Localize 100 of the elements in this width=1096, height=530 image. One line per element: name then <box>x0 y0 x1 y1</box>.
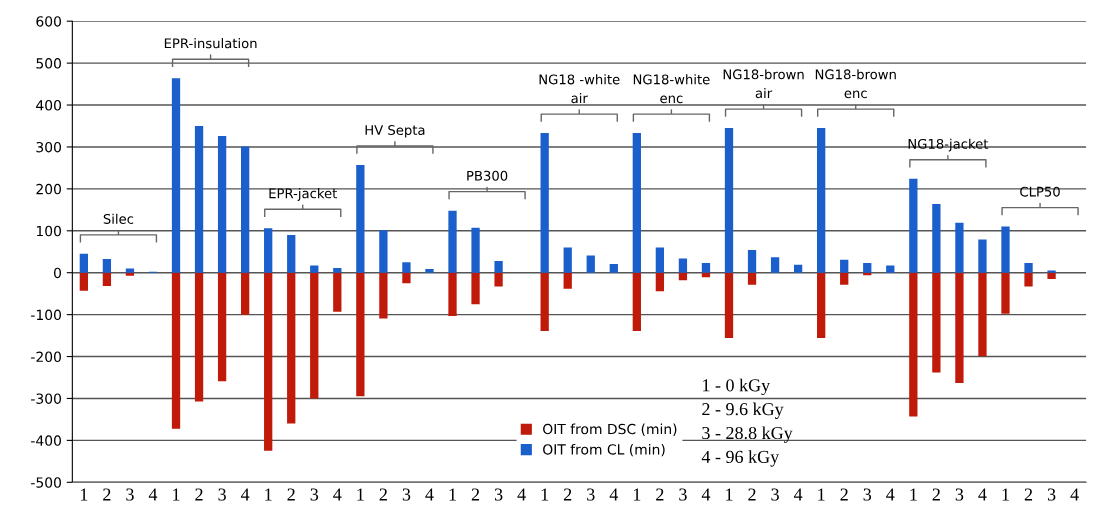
bar <box>863 263 872 273</box>
bar <box>102 272 112 287</box>
bar <box>563 272 572 289</box>
y-tick-label: 0 <box>54 267 61 279</box>
bar <box>241 272 250 315</box>
bar <box>793 264 803 273</box>
bar <box>909 178 918 273</box>
annotation: HV Septa <box>365 125 425 138</box>
y-tick-label: -500 <box>31 477 61 488</box>
bar <box>171 78 181 273</box>
x-tick-label: 2 <box>471 488 480 501</box>
bar <box>171 272 181 429</box>
annotation: NG18-brown enc <box>815 69 896 99</box>
x-tick-label: 3 <box>863 488 872 501</box>
bar <box>701 263 711 273</box>
y-tick-label: -200 <box>31 351 61 363</box>
x-tick-label: 1 <box>910 488 917 501</box>
bar <box>955 272 964 383</box>
bar <box>1024 263 1033 273</box>
annotation: EPR-jacket <box>269 188 338 201</box>
bar <box>471 272 480 305</box>
x-tick-label: 1 <box>818 488 825 501</box>
x-tick-label: 1 <box>726 488 733 501</box>
bar <box>217 272 227 382</box>
bar <box>310 265 319 273</box>
x-tick-label: 3 <box>587 488 595 501</box>
annotation: NG18-brown air <box>723 69 804 99</box>
annotation: NG18 -white air <box>539 74 620 104</box>
legend-label: OIT from CL (min) <box>543 443 665 457</box>
annotation: Silec <box>103 213 134 224</box>
bar <box>402 272 411 284</box>
bar <box>770 257 780 273</box>
bar <box>840 259 849 273</box>
bar <box>632 133 641 273</box>
bar <box>724 128 734 273</box>
bar <box>217 136 227 273</box>
bar <box>402 262 411 273</box>
bar <box>678 258 688 273</box>
bar <box>655 247 665 273</box>
x-tick-label: 4 <box>886 488 895 501</box>
bar <box>425 268 434 273</box>
annotation: EPR-insulation <box>164 38 257 49</box>
bar <box>79 272 88 291</box>
bar <box>909 272 918 417</box>
bar <box>448 272 457 316</box>
bar <box>448 210 457 273</box>
y-tick-label: 100 <box>36 225 61 237</box>
bar <box>817 128 826 273</box>
x-tick-label: 2 <box>1024 488 1033 501</box>
bar <box>1047 270 1056 273</box>
annotation: 1 - 0 kGy <box>703 378 771 396</box>
bar <box>356 272 365 397</box>
annotation: CLP50 <box>1020 186 1060 197</box>
x-tick-label: 3 <box>494 488 503 501</box>
annotation: 4 - 96 kGy <box>701 450 780 467</box>
bar <box>540 133 549 273</box>
y-tick-label: -300 <box>31 393 61 404</box>
bar <box>1047 272 1056 279</box>
annotation: PB300 <box>467 170 508 181</box>
bar <box>102 258 112 273</box>
bar <box>978 239 987 273</box>
x-tick-label: 1 <box>633 488 641 501</box>
x-tick-label: 2 <box>840 488 848 501</box>
x-tick-label: 4 <box>609 488 619 501</box>
x-tick-label: 3 <box>310 488 319 501</box>
x-tick-label: 4 <box>333 488 342 501</box>
bar <box>241 146 250 273</box>
bar <box>287 272 296 424</box>
bar <box>1001 226 1010 273</box>
x-tick-label: 3 <box>126 488 134 501</box>
annotation: 2 - 9.6 kGy <box>702 402 784 419</box>
bar <box>356 164 365 273</box>
x-tick-label: 2 <box>656 488 664 501</box>
bar <box>194 272 204 402</box>
bar <box>955 222 964 273</box>
x-tick-label: 4 <box>793 488 803 501</box>
x-tick-label: 4 <box>978 488 987 501</box>
bar <box>310 272 319 399</box>
x-tick-label: 2 <box>103 488 111 501</box>
y-tick-label: 600 <box>36 16 61 27</box>
x-tick-label: 3 <box>402 488 411 501</box>
bar <box>586 255 595 273</box>
bar <box>333 272 342 312</box>
bar <box>563 247 572 273</box>
bar <box>494 260 503 273</box>
y-tick-label: 200 <box>36 183 61 195</box>
x-tick-label: 4 <box>148 488 158 501</box>
x-tick-label: 2 <box>748 488 756 501</box>
bar <box>333 268 342 273</box>
bar <box>471 227 480 273</box>
x-tick-label: 2 <box>195 488 203 501</box>
bar <box>817 272 826 339</box>
x-tick-label: 2 <box>287 488 295 501</box>
bar <box>287 234 296 273</box>
bar <box>932 203 941 273</box>
y-tick-label: -400 <box>31 435 61 446</box>
bar <box>724 272 734 339</box>
bar <box>494 272 503 287</box>
bar <box>632 272 641 331</box>
y-tick-label: 500 <box>36 58 61 69</box>
